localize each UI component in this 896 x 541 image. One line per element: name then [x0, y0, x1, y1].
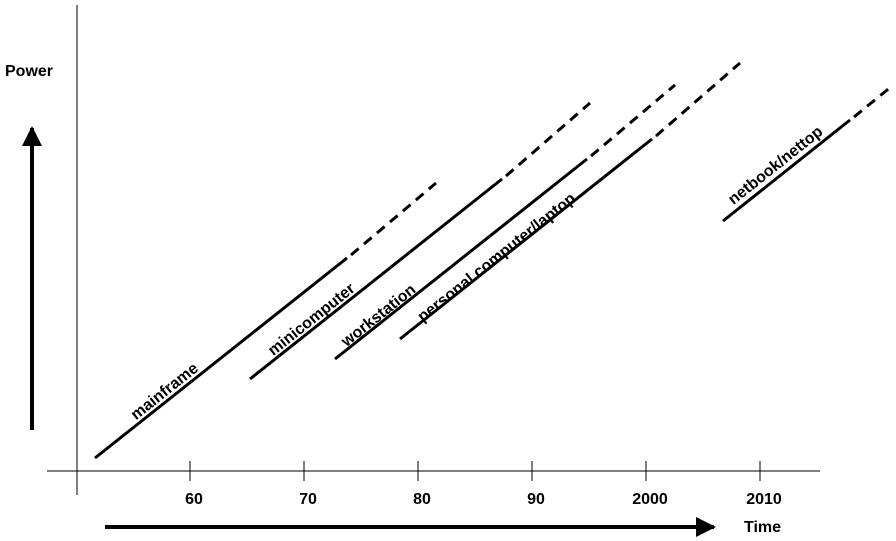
- era-line: [722, 118, 851, 223]
- era-label: minicomputer: [265, 280, 358, 359]
- era-line: [249, 177, 503, 381]
- tick-label: 60: [185, 491, 203, 508]
- tick-label: 2000: [632, 491, 668, 508]
- x-label: Time: [744, 519, 781, 536]
- era-projection: [505, 101, 591, 178]
- era-label: mainframe: [128, 360, 202, 424]
- tick-label: 2010: [746, 491, 782, 508]
- tick-label: 80: [413, 491, 431, 508]
- era-line: [399, 137, 653, 341]
- era-label: personal computer/laptop: [415, 190, 580, 326]
- era-line: [334, 157, 588, 361]
- era-projection: [655, 61, 741, 138]
- tick-label: 90: [527, 491, 545, 508]
- y-label: Power: [5, 63, 53, 80]
- era-projection: [853, 84, 893, 119]
- era-label: netbook/nettop: [725, 123, 826, 208]
- tick-label: 70: [299, 491, 317, 508]
- era-projection: [590, 83, 676, 158]
- era-line: [94, 256, 348, 460]
- era-projection: [350, 181, 437, 257]
